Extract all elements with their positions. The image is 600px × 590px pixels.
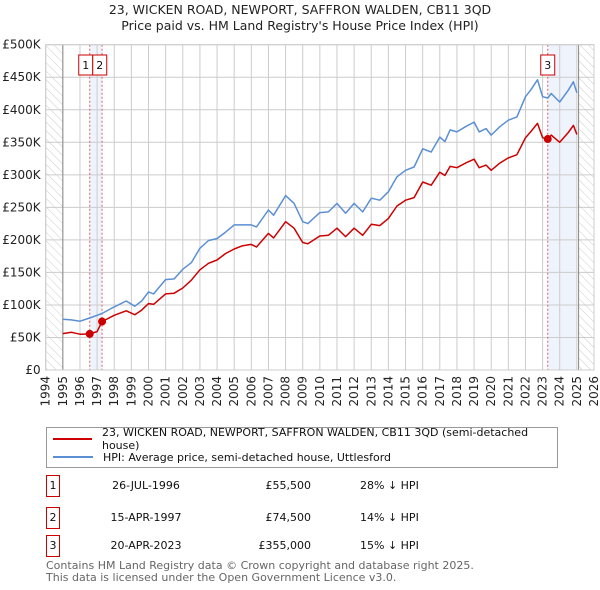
transaction-row: 1 26-JUL-1996 £55,500 28% ↓ HPI	[46, 475, 446, 497]
y-tick-label: £50K	[10, 330, 42, 344]
footer: Contains HM Land Registry data © Crown c…	[46, 560, 474, 584]
transaction-price: £355,000	[258, 539, 312, 552]
x-tick-label: 2011	[330, 376, 344, 407]
price-chart: 1994 1995 1996 1997 1998 1999 2000 2001 2002 2003…	[2, 38, 600, 407]
x-tick-label: 2024	[553, 376, 567, 407]
chart-title: 23, WICKEN ROAD, NEWPORT, SAFFRON WALDEN…	[108, 2, 492, 17]
transaction-hpi-diff: 28% ↓ HPI	[360, 479, 419, 492]
x-tick-label: 2022	[518, 376, 532, 407]
y-tick-label: £150K	[2, 265, 42, 279]
sale-label: 1	[82, 59, 89, 72]
x-tick-label: 2009	[296, 376, 310, 407]
sale-label-box	[92, 54, 108, 76]
transaction-hpi-diff: 15% ↓ HPI	[360, 539, 419, 552]
y-tick-label: £200K	[2, 233, 42, 247]
transaction-date: 26-JUL-1996	[112, 479, 180, 492]
x-tick-label: 2023	[536, 376, 550, 407]
sale-point	[85, 329, 94, 338]
property-price-line	[62, 122, 578, 335]
sale-point	[98, 317, 107, 326]
x-tick-label: 2000	[142, 376, 156, 407]
footer-licence: This data is licensed under the Open Gov…	[46, 571, 397, 584]
sale-label: 2	[96, 59, 103, 72]
transaction-number: 3	[46, 535, 60, 557]
x-tick-label: 2025	[570, 376, 584, 407]
x-tick-label: 2002	[176, 376, 190, 407]
transaction-date: 15-APR-1997	[110, 511, 182, 524]
y-tick-label: £450K	[2, 70, 42, 84]
legend-label-property: 23, WICKEN ROAD, NEWPORT, SAFFRON WALDEN…	[101, 426, 529, 452]
x-tick-label: 2026	[587, 376, 600, 407]
chart-subtitle: Price paid vs. HM Land Registry's House …	[121, 18, 479, 33]
y-tick-label: £500K	[2, 38, 42, 52]
y-tick-label: £350K	[2, 135, 42, 149]
sale-label: 3	[544, 59, 551, 72]
x-tick-label: 2007	[261, 376, 275, 407]
x-tick-label: 1995	[56, 376, 70, 407]
x-tick-label: 2001	[159, 376, 173, 407]
x-tick-label: 1998	[107, 376, 121, 407]
x-tick-label: 2017	[433, 376, 447, 407]
x-tick-label: 1999	[124, 376, 138, 407]
x-tick-label: 2014	[381, 376, 395, 407]
y-tick-label: £0	[25, 363, 40, 377]
x-tick-label: 2003	[193, 376, 207, 407]
legend-label-hpi: HPI: Average price, semi-detached house,…	[103, 450, 392, 464]
hatched-region	[45, 44, 63, 370]
x-tick-label: 2013	[364, 376, 378, 407]
legend: 23, WICKEN ROAD, NEWPORT, SAFFRON WALDEN…	[46, 426, 558, 468]
y-tick-label: £400K	[2, 103, 42, 117]
footer-copyright: Contains HM Land Registry data © Crown c…	[46, 559, 474, 572]
transaction-hpi-diff: 14% ↓ HPI	[360, 511, 419, 524]
y-tick-label: £250K	[2, 200, 42, 214]
x-tick-label: 2006	[244, 376, 258, 407]
sale-label-box	[540, 54, 556, 76]
sale-point	[543, 135, 552, 144]
transaction-row: 2 15-APR-1997 £74,500 14% ↓ HPI	[46, 507, 446, 529]
x-tick-label: 2015	[399, 376, 413, 407]
x-tick-label: 1997	[90, 376, 104, 407]
hpi-line	[62, 79, 578, 322]
transaction-price: £55,500	[265, 479, 312, 492]
y-tick-label: £300K	[2, 168, 42, 182]
hatched-region	[578, 44, 594, 370]
x-tick-label: 2012	[347, 376, 361, 407]
x-tick-label: 1994	[39, 376, 53, 407]
x-tick-label: 2018	[450, 376, 464, 407]
transaction-number: 2	[46, 507, 60, 529]
transaction-row: 3 20-APR-2023 £355,000 15% ↓ HPI	[46, 535, 446, 557]
legend-swatch-red	[53, 438, 92, 440]
x-tick-label: 2021	[501, 376, 515, 407]
transaction-number: 1	[46, 475, 60, 497]
legend-item-property: 23, WICKEN ROAD, NEWPORT, SAFFRON WALDEN…	[53, 426, 557, 452]
x-tick-label: 2005	[227, 376, 241, 407]
y-tick-label: £100K	[2, 298, 42, 312]
plot-border	[45, 44, 595, 371]
legend-item-hpi: HPI: Average price, semi-detached house,…	[53, 449, 391, 465]
transaction-price: £74,500	[265, 511, 312, 524]
x-tick-label: 2008	[279, 376, 293, 407]
x-tick-label: 2010	[313, 376, 327, 407]
x-tick-label: 2004	[210, 376, 224, 407]
legend-swatch-blue	[53, 456, 93, 458]
x-tick-label: 1996	[73, 376, 87, 407]
x-tick-label: 2020	[484, 376, 498, 407]
x-tick-label: 2019	[467, 376, 481, 407]
transaction-date: 20-APR-2023	[110, 539, 182, 552]
x-tick-label: 2016	[416, 376, 430, 407]
